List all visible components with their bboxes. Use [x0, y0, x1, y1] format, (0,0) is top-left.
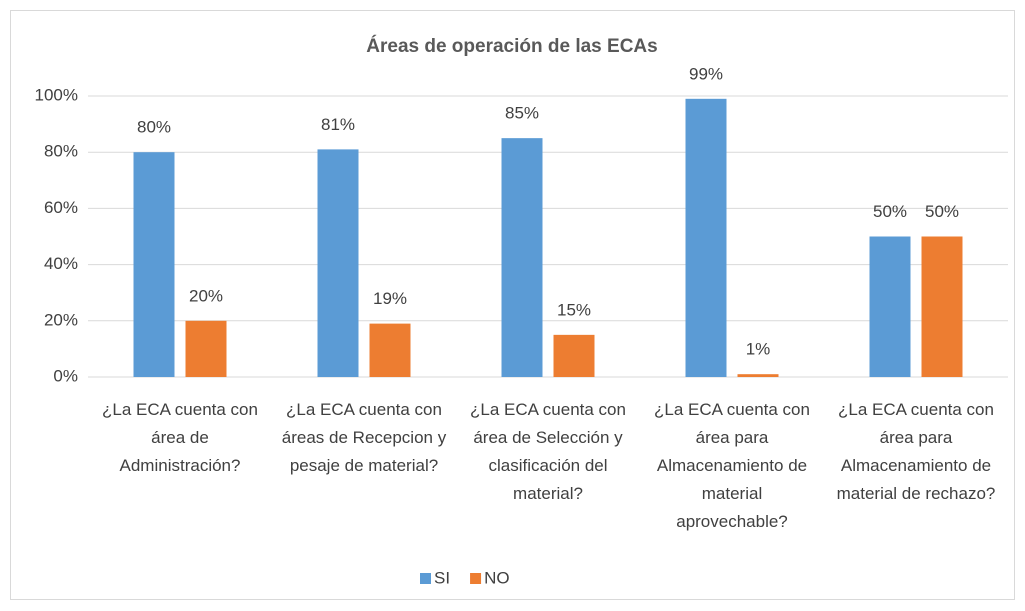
x-tick-label: ¿La ECA cuenta con área para Almacenamie… [654, 400, 810, 531]
data-label: 50% [873, 202, 907, 221]
bar [869, 236, 911, 377]
bar [685, 98, 727, 377]
y-tick-label: 0% [53, 366, 78, 385]
y-tick-label: 100% [35, 85, 78, 104]
bar [501, 138, 543, 377]
legend-swatch [420, 573, 431, 584]
x-tick-label: ¿La ECA cuenta con área de Selección y c… [470, 400, 626, 503]
x-tick-label: ¿La ECA cuenta con área para Almacenamie… [836, 400, 996, 503]
bar [317, 149, 359, 377]
bar [185, 320, 227, 377]
x-tick-label: ¿La ECA cuenta con área de Administració… [102, 400, 258, 475]
bar [369, 323, 411, 377]
y-tick-label: 60% [44, 198, 78, 217]
legend-label: SI [434, 568, 450, 587]
data-label: 50% [925, 202, 959, 221]
bar [133, 152, 175, 377]
legend-label: NO [484, 568, 510, 587]
data-label: 19% [373, 289, 407, 308]
chart-title: Áreas de operación de las ECAs [366, 35, 657, 57]
y-tick-label: 20% [44, 310, 78, 329]
bar [921, 236, 963, 377]
y-tick-label: 40% [44, 254, 78, 273]
data-label: 80% [137, 118, 171, 137]
data-label: 20% [189, 286, 223, 305]
data-label: 81% [321, 115, 355, 134]
bar [553, 334, 595, 377]
data-label: 15% [557, 300, 591, 319]
x-tick-label: ¿La ECA cuenta con áreas de Recepcion y … [281, 400, 447, 475]
bar [737, 374, 779, 377]
data-label: 1% [746, 340, 771, 359]
y-tick-label: 80% [44, 142, 78, 161]
data-label: 99% [689, 64, 723, 83]
data-label: 85% [505, 104, 539, 123]
legend-swatch [470, 573, 482, 584]
